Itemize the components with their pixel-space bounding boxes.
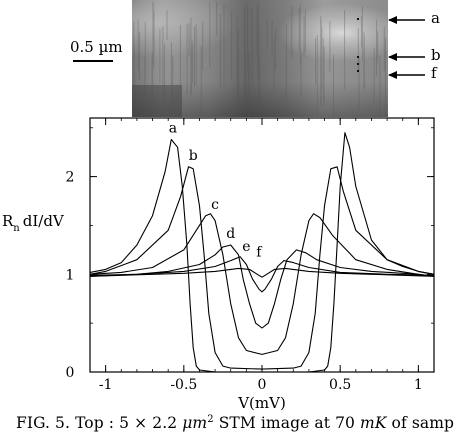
series-c xyxy=(89,213,435,355)
y-axis-label: Rn dI/dV xyxy=(2,212,65,234)
plot-frame xyxy=(89,117,435,373)
series-a xyxy=(89,132,435,373)
series-d xyxy=(89,244,435,329)
stm-arrows xyxy=(388,16,425,79)
y-tick-label: 1 xyxy=(66,267,75,283)
arrow-label-a: a xyxy=(431,9,440,27)
series-b xyxy=(89,166,435,370)
scale-bar-label: 0.5 µm xyxy=(70,38,123,56)
y-axis-label-rest: dI/dV xyxy=(23,212,65,230)
caption-prefix: FIG. 5. Top : 5 × 2.2 xyxy=(16,414,183,433)
arrowhead-b xyxy=(388,53,397,61)
curve-label-e: e xyxy=(242,239,250,255)
x-axis-label: V(mV) xyxy=(237,394,286,410)
x-tick-label: 0.5 xyxy=(329,377,351,393)
stm-image xyxy=(132,0,388,117)
scale-bar xyxy=(73,60,113,62)
caption-power: 2 xyxy=(207,414,214,425)
curve-label-d: d xyxy=(226,226,235,242)
dIdV-chart: -1 -0.5 0 0.5 1 0 1 2 ab cde f Rn dI/dV V(mV) xyxy=(2,117,435,410)
curve-label-b: b xyxy=(189,148,198,164)
series-e xyxy=(89,256,435,293)
x-tick-label: 1 xyxy=(414,377,423,393)
figure-caption: FIG. 5. Top : 5 × 2.2 μm2 STM image at 7… xyxy=(16,414,454,432)
arrowhead-a xyxy=(388,16,397,24)
curve-label-a: a xyxy=(169,121,177,137)
arrowhead-f xyxy=(388,71,397,79)
x-tick-label: 0 xyxy=(258,377,267,393)
caption-suffix: of samp xyxy=(386,414,455,433)
x-tick-label: -0.5 xyxy=(170,377,197,393)
x-tick-label: -1 xyxy=(99,377,113,393)
caption-unit: μm xyxy=(182,414,208,433)
arrow-label-b: b xyxy=(431,46,441,64)
caption-unit2: mK xyxy=(360,414,387,433)
series-f xyxy=(89,267,435,278)
curve-label-c: c xyxy=(211,197,219,213)
y-axis-label-sub: n xyxy=(13,223,20,234)
arrow-label-f: f xyxy=(431,64,437,82)
y-tick-label: 2 xyxy=(66,170,75,186)
y-tick-label: 0 xyxy=(66,365,75,381)
curve-label-f: f xyxy=(256,245,263,261)
y-axis-label-main: R xyxy=(2,212,14,230)
caption-middle: STM image at 70 xyxy=(213,414,361,433)
